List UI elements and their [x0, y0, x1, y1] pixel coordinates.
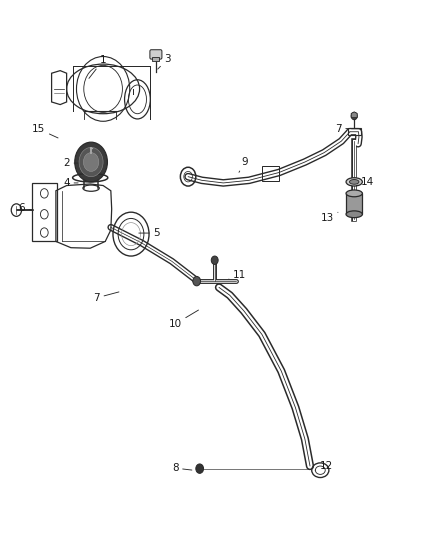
Circle shape — [211, 256, 218, 264]
Text: 9: 9 — [239, 157, 248, 172]
Text: 12: 12 — [315, 461, 333, 471]
Text: 3: 3 — [158, 54, 171, 69]
Text: 14: 14 — [357, 177, 374, 188]
Circle shape — [79, 148, 103, 176]
Text: 2: 2 — [64, 158, 78, 168]
Circle shape — [75, 142, 107, 182]
Text: 7: 7 — [335, 124, 349, 134]
Polygon shape — [346, 193, 362, 214]
Circle shape — [196, 464, 204, 473]
Circle shape — [193, 277, 201, 286]
Circle shape — [83, 152, 99, 172]
Ellipse shape — [346, 190, 362, 197]
Ellipse shape — [346, 211, 362, 217]
Ellipse shape — [346, 177, 362, 186]
Text: 1: 1 — [89, 55, 106, 78]
Text: 6: 6 — [18, 203, 33, 213]
Text: 7: 7 — [93, 292, 119, 303]
FancyBboxPatch shape — [150, 50, 162, 59]
Ellipse shape — [350, 180, 359, 184]
Polygon shape — [351, 112, 357, 118]
Text: 8: 8 — [172, 463, 192, 473]
Text: 11: 11 — [229, 270, 246, 280]
Text: 15: 15 — [32, 124, 58, 138]
FancyBboxPatch shape — [152, 56, 159, 61]
Text: 5: 5 — [139, 228, 160, 238]
Text: 10: 10 — [169, 310, 198, 329]
Text: 4: 4 — [64, 178, 78, 188]
Text: 13: 13 — [321, 212, 338, 223]
Circle shape — [351, 112, 357, 120]
